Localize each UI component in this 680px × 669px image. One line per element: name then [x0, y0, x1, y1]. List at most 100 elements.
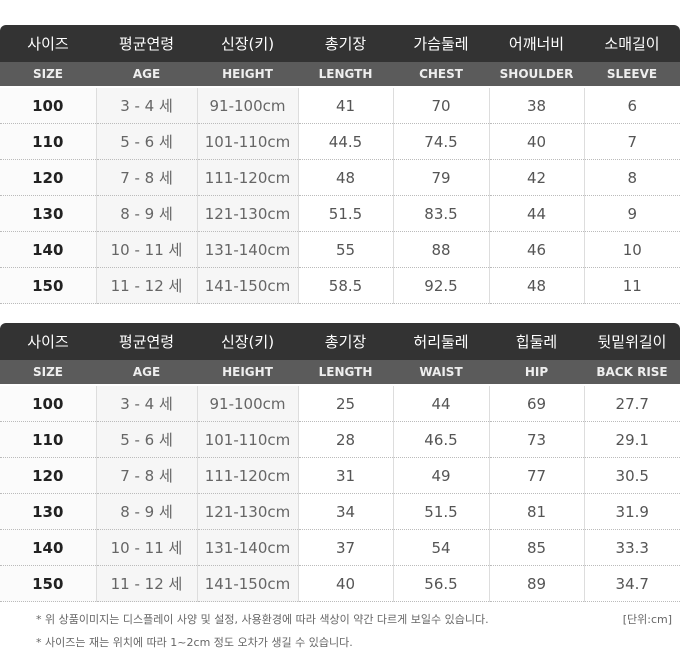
table-cell: 56.5: [393, 565, 490, 602]
table-cell: 8 - 9 세: [96, 493, 198, 530]
table-row: 140 10 - 11 세 131-140cm 37 54 85 33.3: [0, 529, 680, 566]
table-cell: 31.9: [584, 493, 680, 530]
table-cell: 111-120cm: [197, 159, 299, 196]
column-subheader: HEIGHT: [197, 62, 298, 88]
table-cell: 131-140cm: [197, 231, 299, 268]
table-cell: 44: [393, 385, 490, 422]
column-subheader: LENGTH: [298, 62, 393, 88]
table-cell: 38: [489, 87, 585, 124]
table-cell: 141-150cm: [197, 565, 299, 602]
column-header: 평균연령: [96, 323, 197, 360]
table-cell: 10 - 11 세: [96, 529, 198, 566]
table-cell: 121-130cm: [197, 493, 299, 530]
table-cell: 10: [584, 231, 680, 268]
table-cell: 5 - 6 세: [96, 421, 198, 458]
note-measurement: * 사이즈는 재는 위치에 따라 1~2cm 정도 오차가 생길 수 있습니다.: [36, 636, 353, 649]
table-cell: 34: [298, 493, 394, 530]
table-cell: 120: [0, 159, 97, 196]
note-color: * 위 상품이미지는 디스플레이 사양 및 설정, 사용환경에 따라 색상이 약…: [36, 613, 489, 626]
table-cell: 46.5: [393, 421, 490, 458]
table-row: 100 3 - 4 세 91-100cm 41 70 38 6: [0, 87, 680, 124]
table-cell: 69: [489, 385, 585, 422]
table-cell: 88: [393, 231, 490, 268]
table-cell: 48: [489, 267, 585, 304]
table-cell: 100: [0, 385, 97, 422]
table-cell: 91-100cm: [197, 385, 299, 422]
column-header: 사이즈: [0, 323, 96, 360]
table-cell: 40: [298, 565, 394, 602]
column-header: 힙둘레: [489, 323, 584, 360]
size-table-bottom: 사이즈 평균연령 신장(키) 총기장 허리둘레 힙둘레 뒷밑위길이 SIZE AGE HEIGHT…: [0, 323, 680, 602]
table-cell: 33.3: [584, 529, 680, 566]
table-row: 100 3 - 4 세 91-100cm 25 44 69 27.7: [0, 385, 680, 422]
table-cell: 89: [489, 565, 585, 602]
table-cell: 91-100cm: [197, 87, 299, 124]
table-cell: 28: [298, 421, 394, 458]
table-cell: 85: [489, 529, 585, 566]
table-cell: 42: [489, 159, 585, 196]
table-cell: 54: [393, 529, 490, 566]
column-subheader: LENGTH: [298, 360, 393, 386]
table-cell: 51.5: [298, 195, 394, 232]
table-cell: 77: [489, 457, 585, 494]
table-cell: 101-110cm: [197, 421, 299, 458]
header-row-english: SIZE AGE HEIGHT LENGTH WAIST HIP BACK RISE: [0, 360, 680, 386]
table-cell: 5 - 6 세: [96, 123, 198, 160]
column-subheader: HEIGHT: [197, 360, 298, 386]
table-cell: 92.5: [393, 267, 490, 304]
column-subheader: AGE: [96, 62, 197, 88]
table-cell: 100: [0, 87, 97, 124]
table-cell: 55: [298, 231, 394, 268]
column-header: 평균연령: [96, 25, 197, 62]
table-cell: 11 - 12 세: [96, 565, 198, 602]
table-row: 140 10 - 11 세 131-140cm 55 88 46 10: [0, 231, 680, 268]
column-header: 신장(키): [197, 25, 298, 62]
table-cell: 11: [584, 267, 680, 304]
column-subheader: BACK RISE: [584, 360, 680, 386]
table-cell: 7 - 8 세: [96, 159, 198, 196]
column-header: 소매길이: [584, 25, 680, 62]
table-cell: 3 - 4 세: [96, 385, 198, 422]
column-header: 사이즈: [0, 25, 96, 62]
column-header: 총기장: [298, 25, 393, 62]
size-table-top: 사이즈 평균연령 신장(키) 총기장 가슴둘레 어깨너비 소매길이 SIZE AGE HEIGHT…: [0, 25, 680, 304]
column-subheader: SHOULDER: [489, 62, 584, 88]
table-cell: 101-110cm: [197, 123, 299, 160]
table-cell: 7: [584, 123, 680, 160]
column-subheader: SLEEVE: [584, 62, 680, 88]
table-row: 150 11 - 12 세 141-150cm 40 56.5 89 34.7: [0, 565, 680, 602]
table-cell: 44: [489, 195, 585, 232]
column-header: 총기장: [298, 323, 393, 360]
table-cell: 10 - 11 세: [96, 231, 198, 268]
table-cell: 40: [489, 123, 585, 160]
table-row: 110 5 - 6 세 101-110cm 28 46.5 73 29.1: [0, 421, 680, 458]
table-cell: 83.5: [393, 195, 490, 232]
table-cell: 51.5: [393, 493, 490, 530]
table-cell: 111-120cm: [197, 457, 299, 494]
table-cell: 70: [393, 87, 490, 124]
table-cell: 81: [489, 493, 585, 530]
table-cell: 74.5: [393, 123, 490, 160]
table-cell: 9: [584, 195, 680, 232]
column-subheader: SIZE: [0, 62, 96, 88]
table-cell: 11 - 12 세: [96, 267, 198, 304]
table-cell: 120: [0, 457, 97, 494]
table-cell: 27.7: [584, 385, 680, 422]
column-header: 뒷밑위길이: [584, 323, 680, 360]
table-cell: 29.1: [584, 421, 680, 458]
column-subheader: HIP: [489, 360, 584, 386]
table-cell: 130: [0, 195, 97, 232]
column-header: 신장(키): [197, 323, 298, 360]
table-cell: 140: [0, 231, 97, 268]
column-subheader: SIZE: [0, 360, 96, 386]
table-cell: 37: [298, 529, 394, 566]
table-row: 130 8 - 9 세 121-130cm 51.5 83.5 44 9: [0, 195, 680, 232]
table-row: 120 7 - 8 세 111-120cm 48 79 42 8: [0, 159, 680, 196]
table-cell: 121-130cm: [197, 195, 299, 232]
table-row: 130 8 - 9 세 121-130cm 34 51.5 81 31.9: [0, 493, 680, 530]
table-cell: 130: [0, 493, 97, 530]
table-cell: 44.5: [298, 123, 394, 160]
table-cell: 6: [584, 87, 680, 124]
table-cell: 3 - 4 세: [96, 87, 198, 124]
table-cell: 8: [584, 159, 680, 196]
